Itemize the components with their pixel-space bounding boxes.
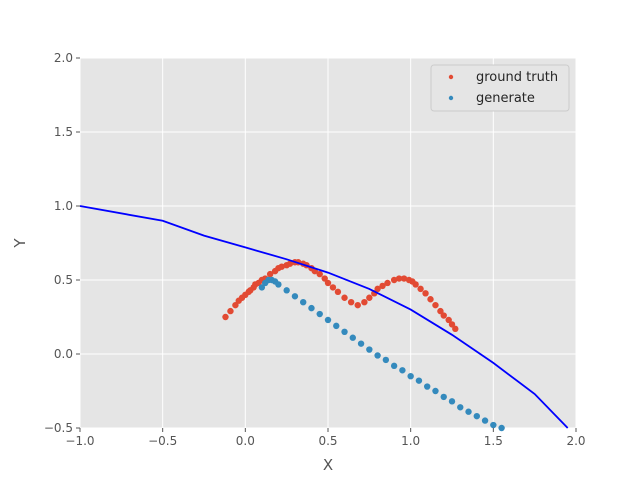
generate-point bbox=[440, 393, 447, 401]
blue-curve-line bbox=[79, 205, 569, 429]
generate-point bbox=[357, 340, 365, 347]
x-tick-label: −0.5 bbox=[148, 434, 177, 448]
ground-truth-point bbox=[440, 312, 447, 319]
ground-truth-point bbox=[437, 307, 444, 315]
x-axis-label: X bbox=[323, 456, 333, 474]
legend-marker-generate bbox=[448, 95, 454, 101]
generate-point bbox=[333, 322, 340, 330]
generate-point bbox=[399, 367, 406, 374]
ground-truth-point bbox=[341, 294, 348, 301]
ground-truth-point bbox=[366, 294, 373, 301]
generate-point bbox=[424, 383, 431, 390]
ground-truth-point bbox=[448, 321, 456, 328]
generate-point bbox=[374, 352, 381, 359]
legend-label-ground-truth: ground truth bbox=[476, 70, 558, 85]
generate-point bbox=[481, 417, 489, 424]
ground-truth-point bbox=[334, 288, 342, 296]
y-tick-label: 2.0 bbox=[54, 51, 73, 65]
y-tick-label: 0.5 bbox=[54, 273, 73, 287]
ground-truth-point bbox=[390, 276, 398, 284]
generate-point bbox=[465, 408, 472, 415]
generate-point bbox=[275, 281, 282, 288]
ground-truth-point bbox=[412, 281, 419, 288]
x-tick-label: −1.0 bbox=[65, 434, 94, 448]
generate-point bbox=[407, 373, 414, 380]
generate-point bbox=[308, 304, 315, 312]
ground-truth-point bbox=[324, 279, 332, 287]
blue-curve bbox=[79, 205, 569, 429]
generate-points bbox=[258, 276, 505, 432]
ground-truth-point bbox=[395, 275, 403, 282]
ground-truth-point bbox=[266, 270, 274, 278]
ground-truth-point bbox=[321, 275, 328, 282]
generate-point bbox=[258, 284, 266, 291]
ground-truth-point bbox=[445, 316, 452, 324]
generate-point bbox=[324, 316, 332, 324]
axis-ticks: −1.0 −0.5 0.0 0.5 1.0 1.5 2.0−0.50.00.51.01.52… bbox=[44, 51, 586, 448]
ground-truth-point bbox=[384, 279, 391, 287]
generate-point bbox=[316, 310, 323, 318]
legend-marker-ground-truth bbox=[448, 74, 454, 80]
generate-point bbox=[490, 421, 497, 429]
generate-point bbox=[457, 404, 464, 411]
generate-point bbox=[349, 334, 356, 341]
x-tick-label: 0.0 bbox=[236, 434, 255, 448]
generate-point bbox=[283, 287, 290, 294]
y-tick-label: 0.0 bbox=[54, 347, 73, 361]
legend: ground truth generate bbox=[430, 64, 570, 112]
legend-box bbox=[430, 64, 570, 112]
y-tick-label: 1.0 bbox=[54, 199, 73, 213]
ground-truth-point bbox=[452, 325, 459, 333]
ground-truth-point bbox=[361, 299, 368, 306]
ground-truth-point bbox=[417, 285, 424, 293]
x-tick-label: 2.0 bbox=[566, 434, 585, 448]
ground-truth-point bbox=[422, 290, 429, 297]
ground-truth-point bbox=[222, 313, 229, 321]
generate-point bbox=[291, 293, 299, 300]
x-tick-label: 1.5 bbox=[484, 434, 503, 448]
ground-truth-point bbox=[354, 301, 361, 309]
ground-truth-point bbox=[379, 282, 386, 290]
generate-point bbox=[366, 346, 373, 353]
generate-point bbox=[390, 362, 398, 370]
generate-point bbox=[341, 328, 348, 335]
y-tick-label: −0.5 bbox=[44, 421, 73, 435]
ground-truth-point bbox=[316, 270, 323, 278]
generate-point bbox=[448, 398, 456, 405]
ground-truth-point bbox=[329, 284, 337, 291]
generate-point bbox=[382, 356, 390, 364]
ground-truth-point bbox=[278, 263, 285, 270]
generate-point bbox=[432, 387, 439, 395]
generate-point bbox=[498, 424, 505, 432]
ground-truth-point bbox=[432, 301, 439, 309]
ground-truth-point bbox=[347, 299, 355, 306]
generate-point bbox=[473, 412, 480, 420]
legend-label-generate: generate bbox=[476, 91, 535, 106]
generate-point bbox=[300, 299, 307, 306]
y-axis-label: Y bbox=[11, 238, 29, 249]
x-tick-label: 1.0 bbox=[401, 434, 420, 448]
ground-truth-point bbox=[427, 296, 434, 303]
ground-truth-point bbox=[400, 275, 408, 282]
y-tick-label: 1.5 bbox=[54, 125, 73, 139]
ground-truth-point bbox=[286, 260, 294, 267]
ground-truth-point bbox=[374, 285, 381, 293]
generate-point bbox=[415, 377, 423, 384]
x-tick-label: 0.5 bbox=[318, 434, 337, 448]
ground-truth-point bbox=[232, 301, 239, 309]
ground-truth-point bbox=[227, 307, 234, 315]
